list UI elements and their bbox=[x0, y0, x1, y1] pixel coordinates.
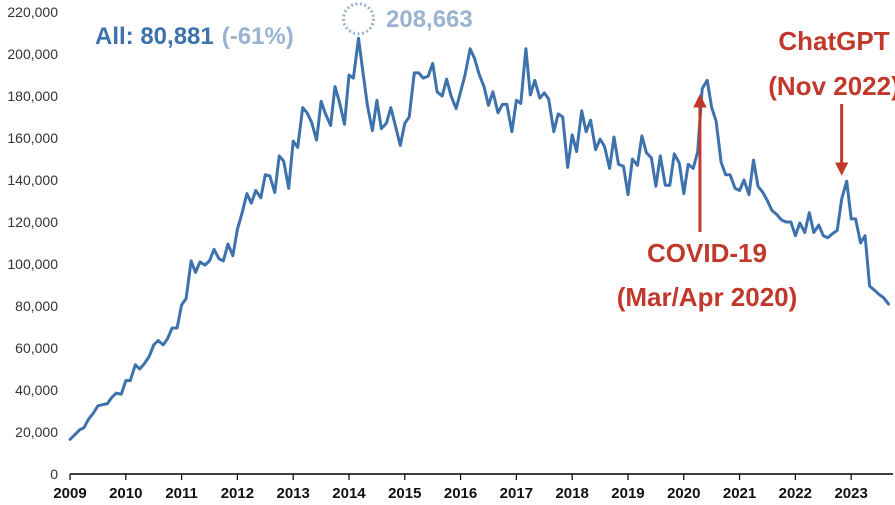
x-tick-label: 2009 bbox=[53, 485, 86, 502]
y-tick-label: 180,000 bbox=[7, 88, 58, 104]
covid-label: COVID-19 bbox=[647, 238, 767, 268]
x-tick-label: 2019 bbox=[611, 485, 644, 502]
y-tick-label: 60,000 bbox=[15, 340, 58, 356]
y-tick-label: 160,000 bbox=[7, 130, 58, 146]
y-tick-label: 220,000 bbox=[7, 4, 58, 20]
series-line bbox=[68, 36, 890, 441]
x-tick-label: 2016 bbox=[444, 485, 477, 502]
annotations: All: 80,881 (-61%) 208,663 COVID-19 (Mar/… bbox=[95, 2, 895, 312]
x-tick-label: 2020 bbox=[667, 485, 700, 502]
summary-label: All: 80,881 (-61%) bbox=[95, 23, 294, 50]
peak-label: 208,663 bbox=[386, 6, 473, 33]
x-tick-label: 2011 bbox=[165, 485, 198, 502]
y-tick-label: 140,000 bbox=[7, 172, 58, 188]
x-tick-label: 2013 bbox=[276, 485, 309, 502]
summary-change: (-61%) bbox=[222, 23, 294, 50]
y-tick-label: 100,000 bbox=[7, 256, 58, 272]
series-all bbox=[68, 36, 890, 441]
x-tick-label: 2021 bbox=[723, 485, 756, 502]
x-tick-label: 2012 bbox=[221, 485, 254, 502]
y-axis: 0 20,000 40,000 60,000 80,000 100,000 120,000 1… bbox=[7, 4, 58, 482]
x-tick-label: 2022 bbox=[779, 485, 812, 502]
covid-date-label: (Mar/Apr 2020) bbox=[617, 282, 798, 312]
y-tick-label: 80,000 bbox=[15, 298, 58, 314]
x-tick-label: 2015 bbox=[388, 485, 421, 502]
x-tick-label: 2014 bbox=[332, 485, 366, 502]
chatgpt-date-label: (Nov 2022) bbox=[768, 71, 895, 101]
y-tick-label: 20,000 bbox=[15, 424, 58, 440]
x-tick-label: 2010 bbox=[109, 485, 142, 502]
y-tick-label: 40,000 bbox=[15, 382, 58, 398]
y-tick-label: 200,000 bbox=[7, 46, 58, 62]
peak-marker bbox=[341, 2, 375, 36]
x-tick-label: 2017 bbox=[500, 485, 533, 502]
chatgpt-label: ChatGPT bbox=[778, 26, 889, 56]
x-tick-label: 2018 bbox=[555, 485, 588, 502]
summary-value: All: 80,881 bbox=[95, 23, 214, 50]
x-tick-label: 2023 bbox=[834, 485, 867, 502]
y-tick-label: 120,000 bbox=[7, 214, 58, 230]
y-tick-label: 0 bbox=[50, 466, 58, 482]
x-axis: 2009 2010 2011 2012 2013 2014 2015 2016 2017 2018… bbox=[53, 473, 893, 502]
